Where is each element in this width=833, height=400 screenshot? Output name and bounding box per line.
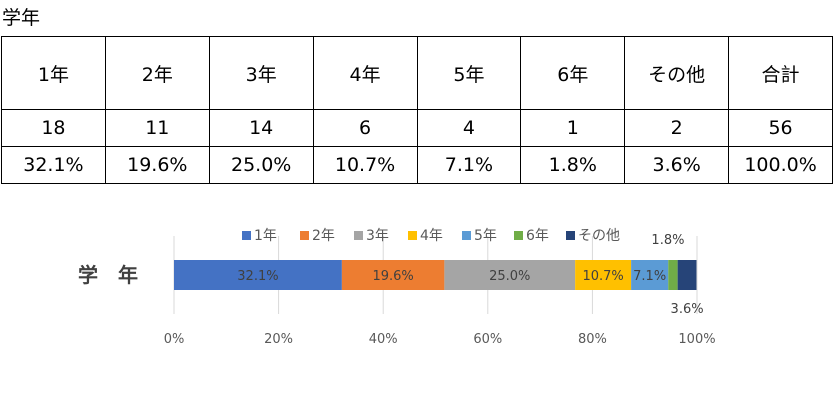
- count-cell: 2: [624, 109, 730, 147]
- legend-label: 4年: [420, 228, 443, 244]
- legend-swatch: [462, 231, 471, 240]
- x-tick-label: 60%: [473, 332, 502, 347]
- section-title: 学年: [2, 7, 41, 29]
- count-cell: 56: [728, 109, 833, 147]
- grade-summary-table: 1年 2年 3年 4年 5年 6年 その他 合計 18 11 14 6 4 1 …: [1, 36, 833, 184]
- bar-segment: [631, 260, 669, 290]
- x-tick-label: 0%: [164, 332, 185, 347]
- data-label: 10.7%: [582, 269, 623, 284]
- bar-segment: [444, 260, 576, 290]
- percent-cell: 32.1%: [1, 146, 106, 184]
- header-cell: 1年: [1, 36, 106, 110]
- x-tick-label: 80%: [578, 332, 607, 347]
- count-cell: 11: [104, 109, 210, 147]
- header-cell: 4年: [312, 36, 418, 110]
- x-tick-label: 100%: [678, 332, 715, 347]
- bar-segment: [677, 260, 697, 290]
- legend-swatch: [514, 231, 523, 240]
- x-tick-label: 40%: [369, 332, 398, 347]
- category-label: 学 年: [78, 263, 138, 287]
- percent-cell: 19.6%: [104, 146, 210, 184]
- legend-swatch: [354, 231, 363, 240]
- legend-label: 5年: [474, 228, 497, 244]
- header-cell: 5年: [416, 36, 522, 110]
- percent-cell: 25.0%: [208, 146, 314, 184]
- percent-cell: 10.7%: [312, 146, 418, 184]
- legend-swatch: [408, 231, 417, 240]
- percent-cell: 1.8%: [520, 146, 626, 184]
- percent-cell: 100.0%: [728, 146, 833, 184]
- stacked-bar-chart: 0% 20% 40% 60% 80% 100% 学 年 32.1% 19.6% 25.0% 10.7…: [78, 228, 716, 347]
- legend-swatch: [242, 231, 251, 240]
- count-cell: 14: [208, 109, 314, 147]
- bar-segment: [341, 260, 445, 290]
- header-cell: 3年: [208, 36, 314, 110]
- bar-segment: [668, 260, 678, 290]
- data-label: 32.1%: [237, 269, 278, 284]
- count-cell: 4: [416, 109, 522, 147]
- legend-label: 2年: [312, 228, 335, 244]
- data-label: 25.0%: [489, 269, 530, 284]
- legend-swatch: [300, 231, 309, 240]
- percent-row: 32.1% 19.6% 25.0% 10.7% 7.1% 1.8% 3.6% 1…: [1, 146, 833, 184]
- count-cell: 6: [312, 109, 418, 147]
- legend-label: 1年: [254, 228, 277, 244]
- data-label: 7.1%: [633, 269, 666, 284]
- data-label: 3.6%: [671, 302, 704, 317]
- bar-segment: [575, 260, 632, 290]
- data-label: 19.6%: [372, 269, 413, 284]
- legend-label: 6年: [526, 228, 549, 244]
- percent-cell: 3.6%: [624, 146, 730, 184]
- x-tick-label: 20%: [264, 332, 293, 347]
- count-cell: 1: [520, 109, 626, 147]
- header-cell: 2年: [104, 36, 210, 110]
- table-header-row: 1年 2年 3年 4年 5年 6年 その他 合計: [1, 36, 833, 110]
- legend-label: その他: [578, 228, 620, 244]
- data-label: 1.8%: [651, 233, 684, 248]
- header-cell: その他: [624, 36, 730, 110]
- header-cell: 合計: [728, 36, 833, 110]
- legend-swatch: [566, 231, 575, 240]
- count-row: 18 11 14 6 4 1 2 56: [1, 109, 833, 147]
- count-cell: 18: [1, 109, 106, 147]
- header-cell: 6年: [520, 36, 626, 110]
- bar-segment: [174, 260, 342, 290]
- percent-cell: 7.1%: [416, 146, 522, 184]
- legend-label: 3年: [366, 228, 389, 244]
